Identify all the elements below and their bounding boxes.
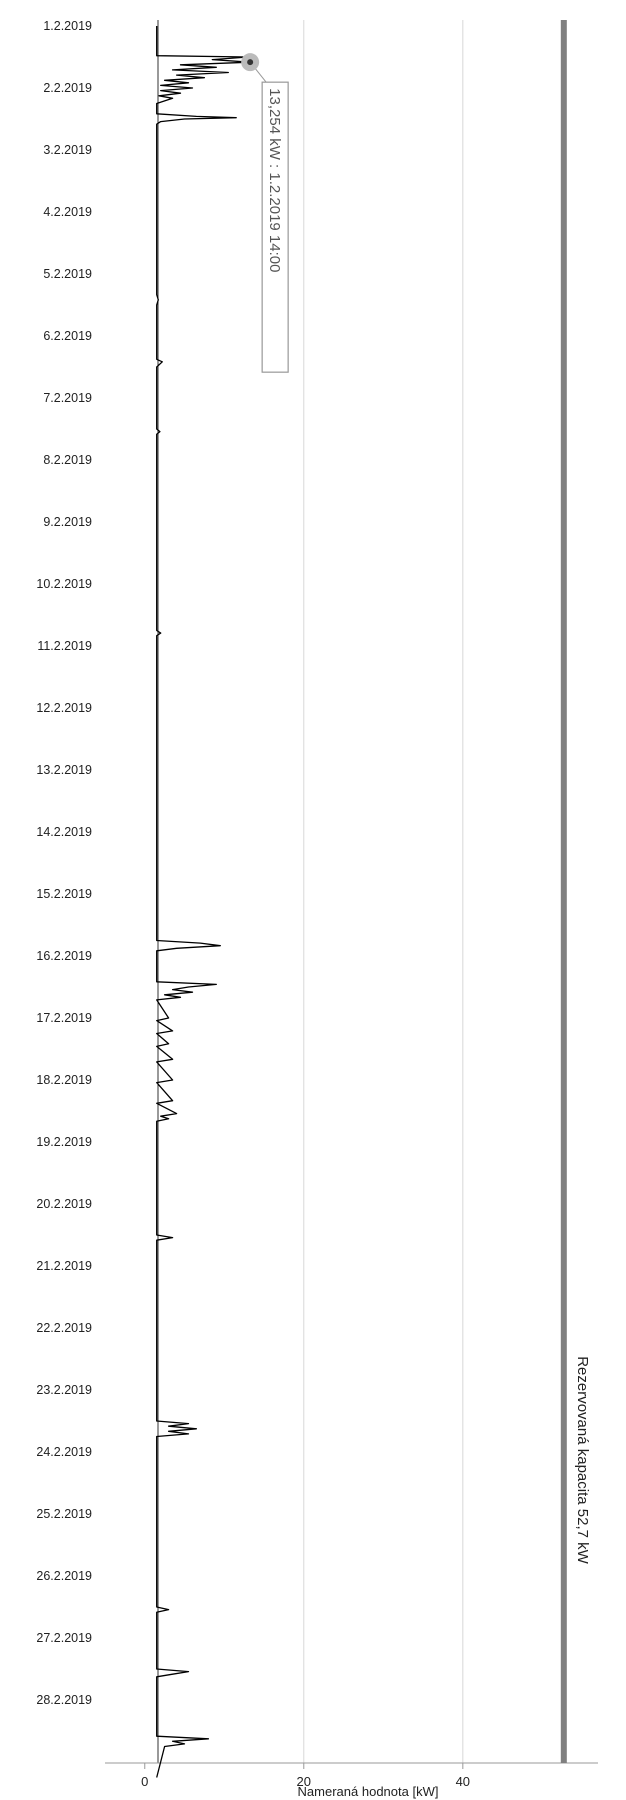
x-tick-labels: 0 20 40 [141,1763,470,1789]
date-tick-label: 14.2.2019 [36,825,92,839]
x-tick-label: 40 [456,1774,470,1789]
date-tick-label: 26.2.2019 [36,1569,92,1583]
tooltip: 13,254 kW : 1.2.2019 14:00 [241,53,289,373]
date-tick-label: 2.2.2019 [43,81,92,95]
date-tick-label: 11.2.2019 [37,639,92,653]
tooltip-text: 13,254 kW : 1.2.2019 14:00 [266,88,283,272]
date-tick-label: 13.2.2019 [36,763,92,777]
date-tick-label: 1.2.2019 [43,19,92,33]
date-tick-label: 8.2.2019 [43,453,92,467]
date-tick-label: 23.2.2019 [36,1383,92,1397]
date-tick-label: 27.2.2019 [36,1631,92,1645]
date-tick-label: 18.2.2019 [36,1073,92,1087]
reserved-capacity-label: Rezervovaná kapacita 52,7 kW [574,1356,591,1564]
date-tick-label: 17.2.2019 [36,1011,92,1025]
date-tick-label: 7.2.2019 [43,391,92,405]
date-tick-label: 12.2.2019 [36,701,92,715]
date-tick-label: 22.2.2019 [36,1321,92,1335]
date-tick-label: 16.2.2019 [36,949,92,963]
date-tick-label: 3.2.2019 [43,143,92,157]
date-tick-label: 10.2.2019 [36,577,92,591]
date-tick-label: 15.2.2019 [36,887,92,901]
date-tick-label: 28.2.2019 [36,1693,92,1707]
measured-series-line [156,26,251,1778]
date-tick-label: 20.2.2019 [36,1197,92,1211]
date-tick-label: 21.2.2019 [36,1259,92,1273]
date-tick-label: 4.2.2019 [43,205,92,219]
x-axis-title: Nameraná hodnota [kW] [298,1784,439,1799]
tooltip-marker [247,59,254,66]
date-tick-label: 24.2.2019 [36,1445,92,1459]
date-tick-label: 9.2.2019 [43,515,92,529]
date-tick-label: 25.2.2019 [36,1507,92,1521]
date-tick-label: 5.2.2019 [43,267,92,281]
date-tick-label: 6.2.2019 [43,329,92,343]
x-tick-label: 0 [141,1774,148,1789]
date-tick-label: 19.2.2019 [36,1135,92,1149]
gridlines [303,20,464,1763]
date-tick-labels: 1.2.2019 2.2.2019 3.2.2019 4.2.2019 5.2.2019… [36,19,92,1707]
tooltip-box [261,81,289,373]
x-tick-label: 20 [297,1774,311,1789]
